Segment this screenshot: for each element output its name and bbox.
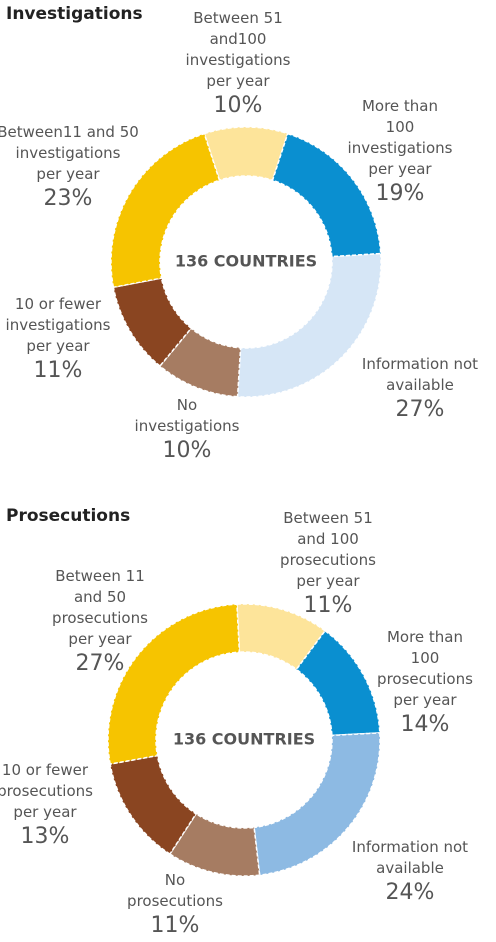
donut-segment [107,603,241,765]
segment-percent: 24% [386,880,435,905]
segment-percent: 27% [396,397,445,422]
segment-percent: 11% [304,593,353,618]
donut-segment [158,327,242,398]
segment-label: Information not available [352,838,468,877]
segment-percent: 27% [76,651,125,676]
segment-label: 10 or fewer investigations per year [6,295,111,355]
segment-percent: 10% [163,438,212,463]
center-label: 136 COUNTRIES [175,252,317,271]
segment-label: 10 or fewer prosecutions per year [0,761,93,821]
segment-label: Between 51 and 100 prosecutions per year [280,509,376,590]
segment-label: No prosecutions [127,871,223,910]
segment-percent: 19% [376,181,425,206]
donut-segment [110,132,221,289]
segment-label: More than 100 prosecutions per year [377,628,473,709]
segment-label: Between 51 and100 investigations per year [186,9,291,90]
segment-label: No investigations [135,396,240,435]
donut-segment [295,629,381,737]
segment-label: Between11 and 50 investigations per year [0,123,139,183]
donut-segment [236,252,382,398]
segment-label: Information not available [362,355,478,394]
donut-segment [271,132,382,258]
segment-percent: 13% [21,824,70,849]
chart-title: Investigations [6,4,143,24]
donut-segment [253,732,381,876]
segment-percent: 23% [44,186,93,211]
segment-percent: 10% [214,93,263,118]
center-label: 136 COUNTRIES [173,730,315,749]
chart-title: Prosecutions [6,506,130,526]
segment-label: More than 100 investigations per year [348,97,453,178]
segment-percent: 14% [401,712,450,737]
segment-percent: 11% [151,913,200,938]
segment-label: Between 11 and 50 prosecutions per year [52,567,148,648]
segment-percent: 11% [34,358,83,383]
